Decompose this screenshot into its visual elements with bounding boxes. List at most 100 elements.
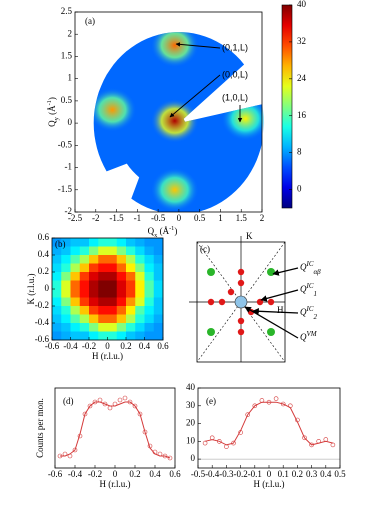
y-tick-label: 0.5 bbox=[61, 95, 73, 105]
data-point bbox=[137, 411, 143, 417]
data-point bbox=[266, 399, 272, 405]
label-part: IC bbox=[306, 305, 314, 313]
heat-cell bbox=[61, 306, 71, 315]
x-tick-label: -0.6 bbox=[48, 469, 63, 479]
x-tick-label: -0.3 bbox=[219, 469, 234, 479]
heat-cell bbox=[89, 280, 99, 290]
heat-cell bbox=[126, 272, 136, 281]
heat-cell bbox=[144, 255, 155, 264]
heat-cell bbox=[79, 289, 90, 298]
center-point bbox=[234, 295, 248, 309]
data-point bbox=[122, 395, 128, 401]
heat-cell bbox=[52, 263, 62, 273]
heat-cell bbox=[144, 280, 155, 290]
data-point bbox=[142, 429, 148, 435]
heat-cell bbox=[70, 314, 81, 324]
green-point bbox=[207, 268, 215, 276]
x-tick-label: 0.4 bbox=[149, 469, 161, 479]
heat-cell bbox=[144, 238, 155, 247]
data-point bbox=[295, 417, 300, 423]
heat-cell bbox=[79, 323, 90, 332]
heat-cell bbox=[116, 306, 127, 315]
heat-cell bbox=[107, 238, 118, 247]
red-point bbox=[227, 288, 235, 296]
heat-cell bbox=[116, 297, 127, 307]
heat-cell bbox=[153, 263, 164, 273]
x-tick-label: 0.6 bbox=[169, 469, 181, 479]
heat-cell bbox=[116, 246, 127, 256]
heat-cell bbox=[52, 246, 62, 256]
data-point bbox=[117, 397, 123, 403]
x-tick-label: -0.4 bbox=[68, 469, 83, 479]
heat-cell bbox=[126, 280, 136, 290]
heat-cell bbox=[89, 314, 99, 324]
x-tick-label: 0.5 bbox=[194, 213, 206, 223]
label-part: ) bbox=[47, 97, 57, 100]
data-point bbox=[57, 453, 63, 459]
heat-cell bbox=[52, 306, 62, 315]
x-tick-label: -1 bbox=[134, 213, 142, 223]
data-point bbox=[162, 453, 168, 459]
annotation: (0,0,L) bbox=[222, 69, 248, 79]
heat-cell bbox=[98, 314, 108, 324]
peak bbox=[150, 167, 199, 212]
heat-cell bbox=[89, 323, 99, 332]
x-tick-label: 2 bbox=[260, 213, 265, 223]
data-point bbox=[224, 444, 229, 449]
y-tick-label: -1 bbox=[65, 162, 73, 172]
heat-cell bbox=[144, 297, 155, 307]
x-tick-label: 0.2 bbox=[120, 341, 131, 351]
heat-cell bbox=[126, 289, 136, 298]
heat-cell bbox=[52, 331, 62, 341]
data-point bbox=[147, 443, 153, 449]
y-tick-label: -0.2 bbox=[35, 300, 49, 310]
heat-cell bbox=[153, 272, 164, 281]
heat-cell bbox=[135, 272, 145, 281]
heat-cell bbox=[79, 297, 90, 307]
red-point bbox=[267, 298, 275, 306]
data-point bbox=[157, 451, 163, 457]
y-tick-label: 0.4 bbox=[38, 249, 50, 259]
heat-cell bbox=[107, 331, 118, 341]
data-point bbox=[302, 435, 307, 441]
heat-cell bbox=[144, 323, 155, 332]
x-tick-label: -0.6 bbox=[45, 341, 60, 351]
x-tick-label: 0.2 bbox=[292, 469, 303, 479]
heat-cell bbox=[89, 255, 99, 264]
colorbar-tick-label: 24 bbox=[297, 73, 307, 83]
heat-cell bbox=[144, 263, 155, 273]
heat-cell bbox=[79, 314, 90, 324]
y-tick-label: -0.4 bbox=[35, 317, 50, 327]
heat-cell bbox=[135, 255, 145, 264]
heat-cell bbox=[107, 297, 118, 307]
data-point bbox=[167, 455, 173, 461]
label-part: y bbox=[53, 116, 60, 120]
x-tick-label: 0.5 bbox=[334, 469, 346, 479]
annotation-arrow bbox=[169, 74, 221, 118]
label-part: αβ bbox=[314, 268, 322, 276]
label-part: Q bbox=[300, 307, 307, 317]
y-tick-label: 2 bbox=[68, 28, 73, 38]
heat-cell bbox=[107, 272, 118, 281]
heat-cell bbox=[79, 306, 90, 315]
y-tick-label: -2 bbox=[65, 206, 73, 216]
red-point bbox=[237, 328, 245, 336]
y-tick-label: 0 bbox=[45, 283, 50, 293]
red-point bbox=[237, 268, 245, 276]
red-point bbox=[237, 317, 245, 325]
axis-label: QICαβ bbox=[300, 260, 321, 276]
heat-cell bbox=[98, 323, 108, 332]
label-part: Q bbox=[300, 332, 307, 342]
heat-cell bbox=[153, 246, 164, 256]
heat-cell bbox=[70, 246, 81, 256]
heat-cell bbox=[70, 238, 81, 247]
peak bbox=[93, 87, 137, 132]
heat-cell bbox=[79, 280, 90, 290]
heat-cell bbox=[144, 246, 155, 256]
x-tick-label: -2.5 bbox=[68, 213, 83, 223]
colorbar-tick-label: 0 bbox=[297, 184, 302, 194]
x-axis-label: H (r.l.u.) bbox=[254, 479, 285, 489]
x-tick-label: -0.2 bbox=[233, 469, 247, 479]
x-tick-label: 1.5 bbox=[236, 213, 248, 223]
x-tick-label: 0.4 bbox=[139, 341, 151, 351]
